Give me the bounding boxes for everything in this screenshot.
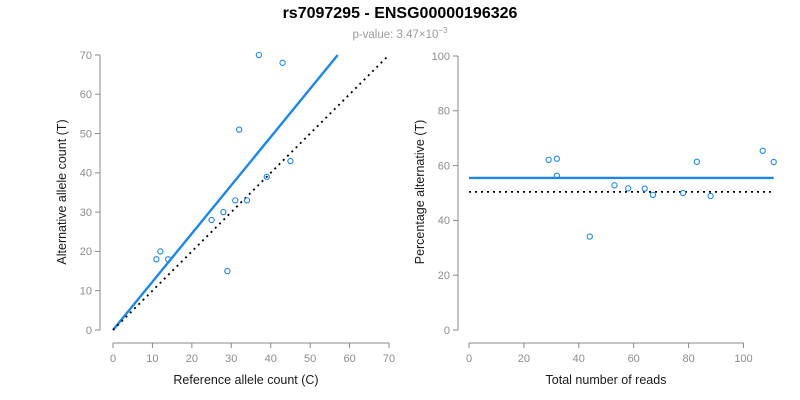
- allele-counts-scatter-y-tick-label: 30: [80, 207, 92, 219]
- percentage-reads-scatter-data-point: [553, 155, 560, 162]
- allele-counts-scatter-y-tick-label: 40: [80, 168, 92, 180]
- chart-title: rs7097295 - ENSG00000196326: [282, 5, 518, 22]
- allele-counts-scatter-x-axis-label: Reference allele count (C): [173, 373, 318, 387]
- percentage-reads-scatter-y-tick-label: 40: [438, 215, 450, 227]
- percentage-reads-scatter-data-point: [641, 185, 648, 192]
- allele-counts-scatter-data-point: [208, 216, 215, 224]
- allele-counts-scatter-y-axis-label: Alternative allele count (T): [55, 119, 69, 264]
- percentage-reads-scatter-data-point: [679, 189, 687, 197]
- allele-counts-scatter-y-tick-label: 50: [80, 128, 92, 140]
- allele-counts-scatter-x-tick-label: 10: [146, 353, 158, 365]
- percentage-reads-scatter-data-point: [693, 158, 700, 165]
- percentage-reads-scatter-y-axis-label: Percentage alternative (T): [413, 120, 427, 265]
- percentage-reads-scatter-data-point: [553, 172, 560, 179]
- percentage-reads-scatter-x-tick-label: 0: [466, 353, 472, 365]
- percentage-reads-scatter-x-tick-label: 20: [518, 353, 530, 365]
- p-value-exponent: −3: [438, 26, 448, 35]
- allele-counts-scatter-regression-line: [112, 54, 339, 331]
- allele-counts-scatter-data-point: [153, 256, 160, 263]
- percentage-reads-scatter-y-tick-label: 80: [438, 106, 450, 118]
- allele-counts-scatter-y-tick-label: 70: [80, 50, 92, 62]
- allele-counts-scatter-x-tick-label: 60: [343, 353, 355, 365]
- percentage-reads-scatter-data-point: [649, 191, 657, 199]
- percentage-reads-scatter-x-tick-label: 40: [573, 353, 585, 365]
- percentage-reads-scatter-x-tick-label: 100: [734, 353, 752, 365]
- allele-counts-scatter-x-tick-label: 70: [383, 353, 395, 365]
- allele-counts-scatter-x-tick-label: 50: [304, 353, 316, 365]
- percentage-reads-scatter-data-point: [611, 182, 618, 189]
- allele-counts-scatter-data-point: [243, 197, 251, 204]
- allele-counts-scatter-y-tick-label: 0: [86, 325, 92, 337]
- allele-counts-scatter-x-tick-label: 20: [186, 353, 198, 365]
- percentage-reads-scatter-data-point: [759, 147, 766, 154]
- allele-counts-scatter-data-point: [165, 256, 172, 263]
- percentage-reads-scatter-y-tick-label: 0: [444, 325, 450, 337]
- allele-counts-scatter-data-point: [157, 248, 164, 255]
- allele-counts-scatter-identity-line: [112, 54, 390, 331]
- percentage-reads-scatter-data-point: [586, 233, 593, 240]
- percentage-reads-scatter-y-tick-label: 20: [438, 270, 450, 282]
- allele-counts-scatter-data-point: [255, 51, 263, 59]
- allele-counts-scatter-y-tick-label: 20: [80, 246, 92, 258]
- chart-subtitle: p-value: 3.47×10−3: [0, 26, 800, 41]
- allele-counts-scatter-x-tick-label: 0: [110, 353, 116, 365]
- percentage-reads-scatter-x-tick-label: 80: [682, 353, 694, 365]
- allele-counts-scatter-data-point: [236, 126, 243, 133]
- percentage-reads-scatter-data-point: [625, 185, 632, 192]
- percentage-reads-scatter-x-tick-label: 60: [628, 353, 640, 365]
- percentage-reads-scatter-y-tick-label: 100: [432, 51, 450, 63]
- percentage-reads-scatter-data-point: [545, 156, 552, 163]
- allele-counts-scatter-data-point: [220, 208, 227, 216]
- allele-counts-scatter-data-point: [224, 267, 231, 275]
- allele-counts-scatter-y-tick-label: 10: [80, 286, 92, 298]
- allele-counts-scatter-data-point: [279, 59, 286, 66]
- allele-counts-scatter-x-tick-label: 30: [225, 353, 237, 365]
- allele-counts-scatter-y-tick-label: 60: [80, 89, 92, 101]
- allele-counts-scatter-data-point: [232, 197, 239, 204]
- p-value-text: p-value: 3.47×10: [352, 28, 439, 41]
- allele-counts-scatter-data-point: [287, 157, 294, 165]
- percentage-reads-scatter-data-point: [707, 192, 714, 200]
- allele-counts-scatter-data-point: [263, 173, 270, 180]
- percentage-reads-scatter-data-point: [770, 158, 777, 166]
- percentage-reads-scatter-y-tick-label: 60: [438, 160, 450, 172]
- percentage-reads-scatter-x-axis-label: Total number of reads: [546, 373, 667, 387]
- allele-counts-scatter-x-tick-label: 40: [265, 353, 277, 365]
